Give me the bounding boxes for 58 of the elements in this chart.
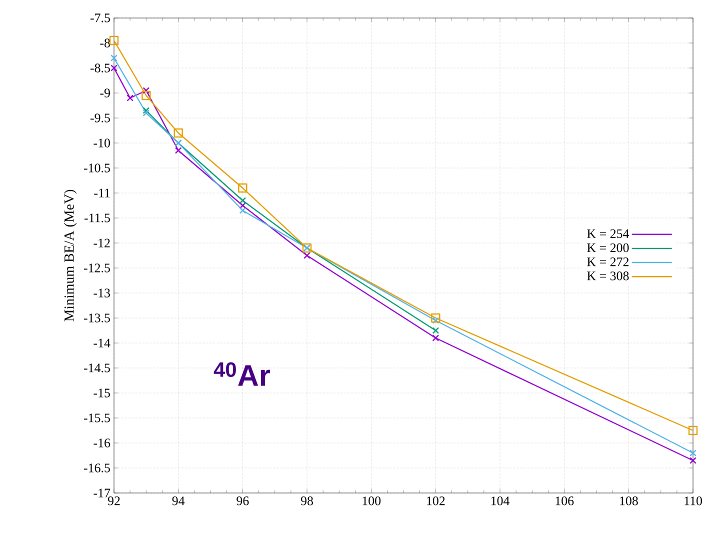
x-tick-label: 92 (108, 496, 120, 506)
point (432, 327, 440, 334)
point (239, 202, 246, 209)
point (432, 334, 440, 342)
legend-label: K = 308 (587, 272, 629, 280)
point (304, 252, 310, 259)
point (126, 94, 134, 102)
point (110, 64, 118, 72)
point (238, 183, 248, 193)
y-tick-label: -14.5 (84, 364, 110, 372)
x-tick-label: 108 (620, 496, 638, 506)
y-tick-label: -12.5 (84, 264, 110, 272)
point (109, 36, 119, 46)
point (432, 317, 440, 324)
y-tick-label: -11.5 (84, 214, 110, 222)
y-tick-label: -12 (94, 238, 110, 248)
y-tick-label: -13.5 (84, 314, 110, 322)
legend-label: K = 272 (587, 257, 629, 266)
point (174, 147, 182, 154)
y-tick-label: -15 (94, 388, 110, 398)
point (239, 197, 246, 204)
y-tick-label: -15.5 (84, 414, 110, 422)
y-tick-label: -13 (94, 288, 110, 298)
y-tick-label: -10 (94, 138, 110, 148)
point (142, 107, 150, 114)
x-tick-label: 94 (172, 496, 185, 506)
x-tick-label: 96 (236, 496, 249, 506)
point (690, 457, 696, 464)
x-tick-label: 110 (684, 496, 702, 506)
annotation: $^{40}$Ar (214, 362, 270, 386)
point (431, 313, 440, 323)
y-tick-label: -11 (94, 188, 110, 198)
x-tick-label: 100 (362, 496, 381, 506)
point (690, 450, 696, 456)
y-tick-label: -14 (94, 338, 110, 348)
y-tick-label: -16.5 (84, 464, 110, 472)
y-tick-label: -17 (94, 488, 110, 498)
y-tick-label: -9.5 (90, 114, 110, 122)
legend-label: K = 254 (587, 229, 630, 238)
point (688, 426, 698, 436)
y-tick-label: -9 (100, 88, 110, 98)
point (174, 128, 183, 138)
x-tick-label: 106 (556, 496, 574, 506)
point (142, 110, 150, 116)
x-tick-label: 98 (300, 496, 313, 506)
point (142, 87, 150, 94)
y-tick-label: -10.5 (84, 164, 110, 172)
y-axis-title: Minimum BE/A (MeV) (64, 190, 77, 322)
y-tick-label: -7.5 (90, 14, 110, 22)
y-tick-label: -16 (94, 438, 110, 448)
x-tick-label: 104 (491, 496, 510, 506)
x-tick-label: 102 (427, 496, 445, 506)
y-tick-label: -8 (100, 38, 110, 48)
legend-label: K = 200 (587, 243, 629, 252)
point (239, 207, 246, 214)
y-tick-label: -8.5 (90, 64, 110, 72)
point (110, 54, 118, 62)
point (142, 90, 151, 100)
